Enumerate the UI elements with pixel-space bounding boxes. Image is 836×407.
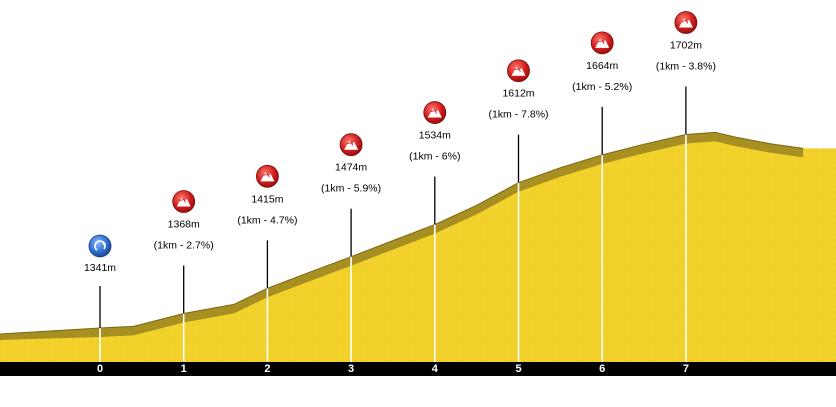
km-marker: 1612m (1km - 7.8%) <box>488 59 549 362</box>
km-marker: 1474m (1km - 5.9%) <box>321 133 381 362</box>
summit-icon-mountain <box>427 108 442 118</box>
x-axis-ticks: 0 1 2 3 4 5 6 7 <box>97 363 689 375</box>
marker-elevation-label: 1474m <box>335 162 367 174</box>
marker-gradient-label: (1km - 5.9%) <box>321 183 381 195</box>
start-icon <box>88 234 112 258</box>
marker-gradient-label: (1km - 7.8%) <box>488 109 548 121</box>
summit-icon-line <box>514 68 521 72</box>
x-tick-label: 6 <box>599 363 605 375</box>
summit-icon-line <box>263 173 270 178</box>
x-tick-label: 5 <box>515 363 521 375</box>
x-tick-label: 3 <box>348 363 354 375</box>
summit-icon-line <box>347 142 354 146</box>
x-tick-label: 0 <box>97 363 103 375</box>
x-axis-bar <box>0 362 836 376</box>
marker-gradient-label: (1km - 2.7%) <box>154 240 214 252</box>
summit-icon <box>507 59 530 83</box>
km-marker: 1341m <box>84 234 116 362</box>
summit-icon-mountain <box>511 66 526 76</box>
x-tick-label: 2 <box>264 363 270 375</box>
profile-texture <box>0 132 836 362</box>
km-marker: 1368m (1km - 2.7%) <box>154 190 214 362</box>
marker-elevation-label: 1534m <box>419 130 451 142</box>
profile-area <box>0 131 836 362</box>
profile-outline <box>0 131 804 335</box>
summit-icon <box>255 164 279 188</box>
summit-icon-line <box>681 20 689 24</box>
marker-gradient-label: (1km - 4.7%) <box>237 214 297 226</box>
start-icon-arrow <box>94 240 106 251</box>
x-tick-label: 7 <box>683 363 689 375</box>
summit-icon-mountain <box>344 140 359 150</box>
marker-elevation-label: 1415m <box>251 193 283 205</box>
summit-icon-mountain <box>176 197 191 207</box>
marker-elevation-label: 1612m <box>502 88 534 100</box>
summit-icon-line <box>430 110 438 114</box>
summit-icon <box>339 133 363 157</box>
marker-gradient-label: (1km - 3.8%) <box>656 61 716 73</box>
start-icon-tip <box>102 242 106 246</box>
km-marker: 1702m (1km - 3.8%) <box>656 11 716 362</box>
summit-icon-mountain <box>260 172 275 182</box>
marker-gradient-label: (1km - 6%) <box>409 151 460 163</box>
summit-icon-line <box>598 40 605 45</box>
summit-icon-mountain <box>595 38 610 48</box>
km-marker: 1664m (1km - 5.2%) <box>572 31 632 362</box>
marker-gradient-label: (1km - 5.2%) <box>572 81 632 93</box>
summit-icon-line <box>179 199 187 203</box>
x-tick-label: 4 <box>432 363 439 375</box>
summit-icon <box>674 11 698 34</box>
summit-icon <box>423 101 447 124</box>
summit-icon-mountain <box>678 18 693 28</box>
x-tick-label: 1 <box>181 363 187 375</box>
start-icon-disc <box>88 234 112 258</box>
km-marker: 1534m (1km - 6%) <box>409 101 460 362</box>
marker-elevation-label: 1664m <box>586 60 618 72</box>
marker-elevation-label: 1368m <box>168 219 200 231</box>
marker-elevation-label: 1702m <box>670 40 702 52</box>
summit-icon <box>172 190 196 213</box>
summit-icon <box>590 31 614 55</box>
marker-elevation-label: 1341m <box>84 262 116 274</box>
km-marker: 1415m (1km - 4.7%) <box>237 164 297 362</box>
